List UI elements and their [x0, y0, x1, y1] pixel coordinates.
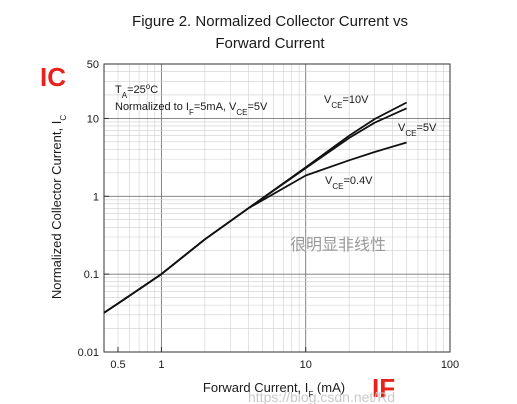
x-axis-label: Forward Current, IF (mA) [203, 380, 345, 399]
y-axis-label: Normalized Collector Current, IC [49, 115, 68, 299]
watermark-chinese-text: 很明显非线性 [290, 236, 386, 254]
series-lines [103, 101, 408, 314]
x-tick-label: 100 [441, 359, 459, 371]
series-label-vce-10v: VCE=10V [324, 94, 369, 110]
plot-frame [103, 63, 451, 353]
series-line-vce-0-4v [103, 141, 407, 314]
axis-tick-labels: 0.5 1 10 100 0.01 0.1 1 10 50 [78, 59, 460, 371]
watermark-url: https://blog.csdn.net/Rd [248, 389, 395, 404]
y-tick-label: 10 [87, 113, 99, 125]
x-tick-label: 10 [300, 359, 312, 371]
series-label-vce-0-4v: VCE=0.4V [325, 175, 373, 191]
y-tick-label: 0.01 [78, 347, 99, 359]
y-tick-label: 50 [87, 59, 99, 71]
x-tick-label: 1 [158, 359, 164, 371]
condition-temperature: TA=25oC [115, 82, 158, 100]
y-tick-label: 1 [93, 191, 99, 203]
if-annotation: IF [372, 373, 395, 403]
y-tick-label: 0.1 [84, 269, 99, 281]
x-tick-label: 0.5 [110, 359, 125, 371]
chart-title-line2: Forward Current [215, 35, 325, 52]
axis-ticks [104, 63, 451, 353]
series-label-vce-5v: VCE=5V [398, 122, 437, 138]
chart-title-line1: Figure 2. Normalized Collector Current v… [132, 13, 408, 30]
ic-annotation: IC [40, 62, 66, 92]
condition-normalization: Normalized to IF=5mA, VCE=5V [115, 101, 268, 117]
